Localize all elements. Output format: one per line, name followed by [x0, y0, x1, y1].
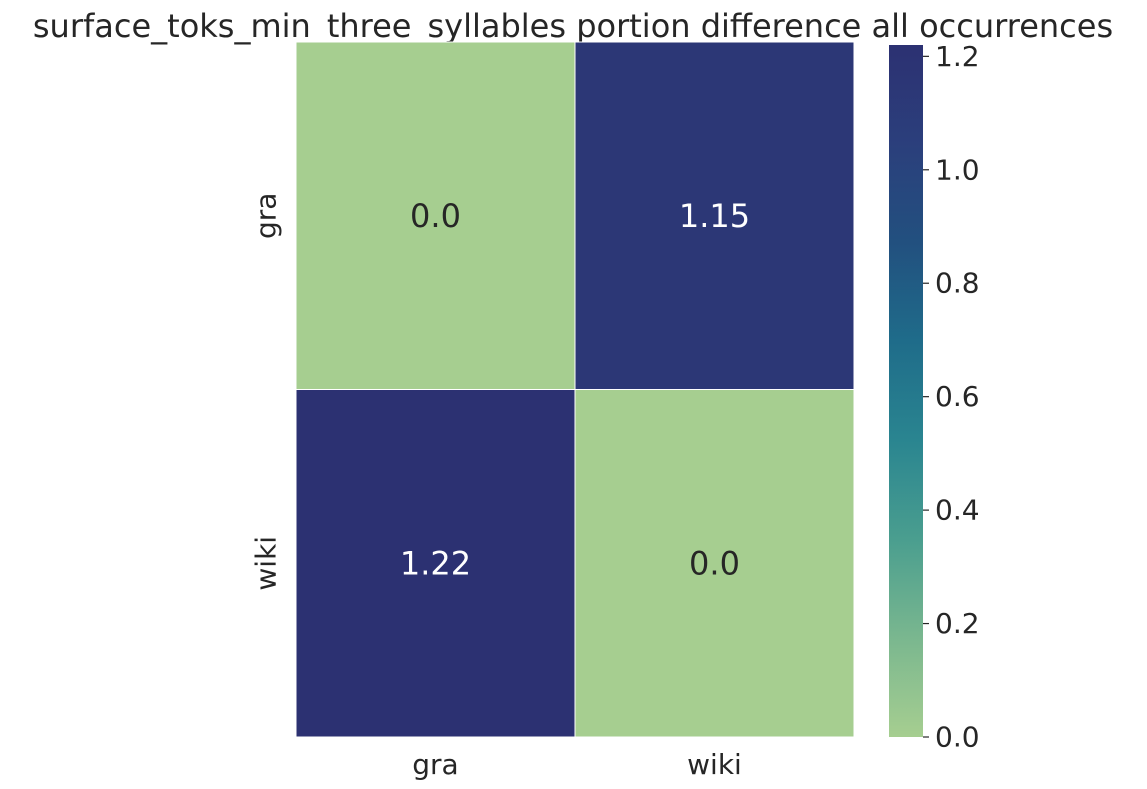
heatmap-cells — [295, 41, 855, 738]
x-tick-labels: gra wiki — [412, 748, 742, 781]
heatmap-cell — [574, 389, 855, 738]
y-tick-labels: gra wiki — [250, 193, 283, 591]
cell-annotation: 1.15 — [679, 197, 750, 235]
colorbar-tick-label: 0.8 — [935, 267, 980, 300]
heatmap-cell — [295, 41, 576, 390]
x-tick-label: wiki — [687, 748, 742, 781]
colorbar-tick-label: 0.4 — [935, 494, 980, 527]
colorbar-tick-label: 1.0 — [935, 153, 980, 186]
chart-title: surface_toks_min_three_syllables portion… — [33, 7, 1113, 45]
cell-annotation: 0.0 — [689, 544, 740, 582]
colorbar-gradient — [889, 45, 923, 737]
colorbar-tick-label: 0.0 — [935, 721, 980, 754]
colorbar-tick-label: 1.2 — [935, 40, 980, 73]
heatmap-cell — [574, 41, 855, 390]
y-tick-label: gra — [250, 193, 283, 239]
colorbar: 0.0 0.2 0.4 0.6 0.8 1.0 1.2 — [889, 40, 980, 754]
cell-annotation: 0.0 — [410, 197, 461, 235]
heatmap-cell — [295, 389, 576, 738]
x-tick-label: gra — [412, 748, 458, 781]
y-tick-label: wiki — [250, 536, 283, 591]
cell-annotation: 1.22 — [400, 544, 471, 582]
colorbar-tick-label: 0.6 — [935, 380, 980, 413]
cell-annotations: 0.0 1.15 1.22 0.0 — [400, 197, 750, 583]
colorbar-tick-label: 0.2 — [935, 607, 980, 640]
